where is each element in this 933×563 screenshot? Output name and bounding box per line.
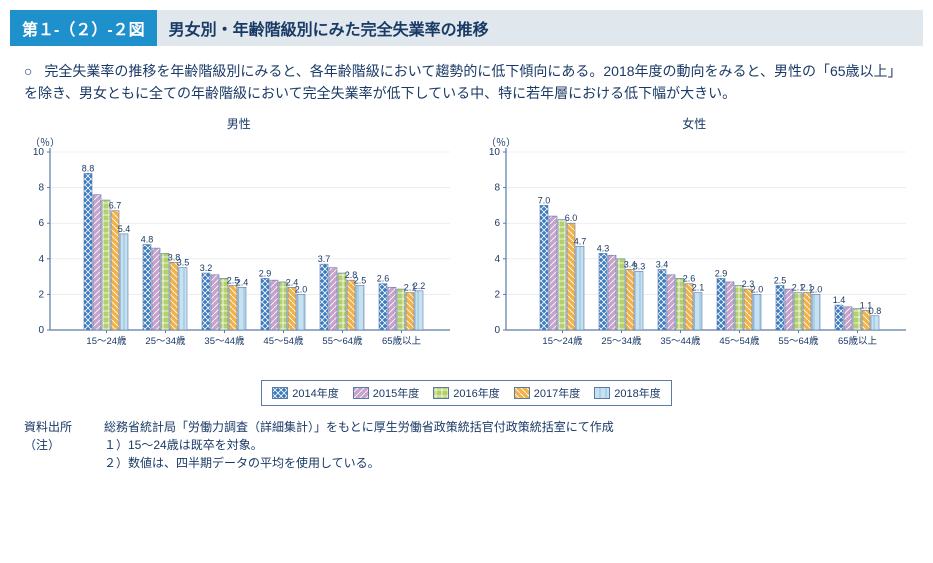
svg-text:6: 6 bbox=[494, 218, 500, 229]
note-1: １）15～24歳は既卒を対象。 bbox=[104, 436, 380, 454]
figure-title: 男女別・年齢階級別にみた完全失業率の推移 bbox=[157, 10, 923, 46]
svg-text:2.5: 2.5 bbox=[354, 275, 367, 285]
chart-title-female: 女性 bbox=[472, 115, 918, 132]
summary-paragraph: ○ 完全失業率の推移を年齢階級別にみると、各年齢階級において趨勢的に低下傾向にあ… bbox=[10, 56, 923, 115]
svg-text:0.8: 0.8 bbox=[868, 306, 881, 316]
svg-text:2.9: 2.9 bbox=[259, 268, 272, 278]
svg-text:1.4: 1.4 bbox=[832, 295, 845, 305]
svg-text:2.6: 2.6 bbox=[377, 274, 390, 284]
svg-text:2.9: 2.9 bbox=[714, 268, 727, 278]
svg-text:2.0: 2.0 bbox=[295, 284, 308, 294]
charts-row: 男性 0246810（％）8.86.75.415～24歳4.83.83.525～… bbox=[10, 115, 923, 357]
svg-text:6: 6 bbox=[38, 218, 44, 229]
svg-text:15～24歳: 15～24歳 bbox=[86, 335, 127, 347]
svg-text:15～24歳: 15～24歳 bbox=[542, 335, 583, 347]
svg-text:4.7: 4.7 bbox=[573, 236, 586, 246]
svg-text:3.4: 3.4 bbox=[655, 259, 668, 269]
chart-svg-female: 0246810（％）7.06.04.715～24歳4.33.43.325～34歳… bbox=[472, 134, 918, 357]
svg-text:2: 2 bbox=[38, 289, 44, 300]
summary-text: 完全失業率の推移を年齢階級別にみると、各年齢階級において趨勢的に低下傾向にある。… bbox=[24, 63, 902, 101]
figure-number: 第１-（２）-２図 bbox=[10, 10, 157, 46]
svg-text:8: 8 bbox=[494, 182, 500, 193]
svg-text:3.2: 3.2 bbox=[200, 263, 213, 273]
svg-text:3.3: 3.3 bbox=[632, 261, 645, 271]
figure-header: 第１-（２）-２図 男女別・年齢階級別にみた完全失業率の推移 bbox=[10, 10, 923, 46]
svg-text:55～64歳: 55～64歳 bbox=[322, 335, 363, 347]
svg-text:65歳以上: 65歳以上 bbox=[837, 335, 877, 347]
svg-text:4.3: 4.3 bbox=[596, 243, 609, 253]
source-text: 総務省統計局「労働力調査（詳細集計）」をもとに厚生労働省政策統括官付政策統括室に… bbox=[104, 418, 614, 436]
svg-text:3.5: 3.5 bbox=[177, 257, 190, 267]
svg-text:5.4: 5.4 bbox=[118, 224, 131, 234]
svg-text:8.8: 8.8 bbox=[82, 163, 95, 173]
legend-item: 2017年度 bbox=[514, 385, 580, 401]
bullet-icon: ○ bbox=[24, 63, 32, 79]
svg-text:25～34歳: 25～34歳 bbox=[601, 335, 642, 347]
svg-text:2.0: 2.0 bbox=[750, 284, 763, 294]
svg-text:6.0: 6.0 bbox=[564, 213, 577, 223]
svg-text:55～64歳: 55～64歳 bbox=[778, 335, 819, 347]
legend-label: 2015年度 bbox=[373, 385, 419, 401]
legend-label: 2018年度 bbox=[614, 385, 660, 401]
svg-text:45～54歳: 45～54歳 bbox=[263, 335, 304, 347]
svg-text:35～44歳: 35～44歳 bbox=[660, 335, 701, 347]
svg-text:2.5: 2.5 bbox=[773, 275, 786, 285]
svg-text:2.0: 2.0 bbox=[809, 284, 822, 294]
legend-label: 2017年度 bbox=[534, 385, 580, 401]
note-label: （注） bbox=[24, 436, 104, 472]
legend-label: 2016年度 bbox=[453, 385, 499, 401]
legend-item: 2014年度 bbox=[272, 385, 338, 401]
note-2: ２）数値は、四半期データの平均を使用している。 bbox=[104, 454, 380, 472]
legend-item: 2018年度 bbox=[594, 385, 660, 401]
svg-text:45～54歳: 45～54歳 bbox=[719, 335, 760, 347]
svg-text:4: 4 bbox=[494, 254, 500, 265]
chart-panel-female: 女性 0246810（％）7.06.04.715～24歳4.33.43.325～… bbox=[472, 115, 918, 357]
svg-text:2.2: 2.2 bbox=[413, 281, 426, 291]
legend: 2014年度 2015年度 2016年度 2017年度 2018年度 bbox=[261, 380, 671, 406]
legend-item: 2015年度 bbox=[353, 385, 419, 401]
legend-item: 2016年度 bbox=[433, 385, 499, 401]
source-label: 資料出所 bbox=[24, 418, 104, 436]
svg-text:2.1: 2.1 bbox=[691, 282, 704, 292]
legend-label: 2014年度 bbox=[292, 385, 338, 401]
svg-text:2.4: 2.4 bbox=[236, 277, 249, 287]
svg-text:3.7: 3.7 bbox=[318, 254, 331, 264]
svg-text:（％）: （％） bbox=[486, 137, 516, 149]
svg-text:6.7: 6.7 bbox=[109, 201, 122, 211]
chart-panel-male: 男性 0246810（％）8.86.75.415～24歳4.83.83.525～… bbox=[16, 115, 462, 357]
svg-text:7.0: 7.0 bbox=[537, 195, 550, 205]
svg-text:0: 0 bbox=[38, 325, 44, 336]
svg-text:4: 4 bbox=[38, 254, 44, 265]
footnotes: 資料出所 総務省統計局「労働力調査（詳細集計）」をもとに厚生労働省政策統括官付政… bbox=[10, 414, 923, 476]
svg-text:（％）: （％） bbox=[30, 137, 60, 149]
svg-text:0: 0 bbox=[494, 325, 500, 336]
chart-svg-male: 0246810（％）8.86.75.415～24歳4.83.83.525～34歳… bbox=[16, 134, 462, 357]
svg-text:8: 8 bbox=[38, 182, 44, 193]
chart-title-male: 男性 bbox=[16, 115, 462, 132]
svg-text:35～44歳: 35～44歳 bbox=[204, 335, 245, 347]
svg-text:25～34歳: 25～34歳 bbox=[145, 335, 186, 347]
svg-text:4.8: 4.8 bbox=[141, 234, 154, 244]
svg-text:65歳以上: 65歳以上 bbox=[382, 335, 422, 347]
svg-text:2: 2 bbox=[494, 289, 500, 300]
